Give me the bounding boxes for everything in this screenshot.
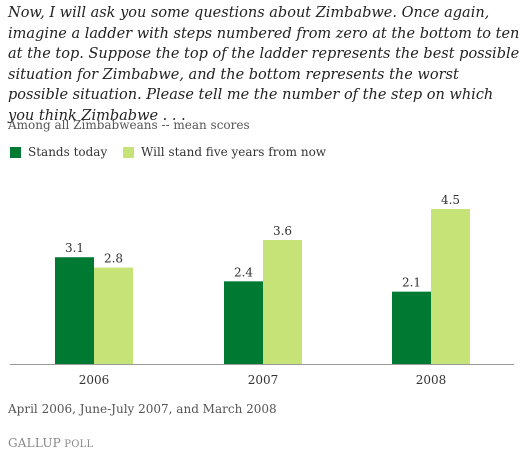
- data-label-2007-series-1: 2.4: [234, 265, 253, 279]
- data-label-2006-series-1: 3.1: [65, 241, 84, 255]
- legend-label-stands-today: Stands today: [28, 145, 108, 159]
- x-tick-label-2006: 2006: [79, 373, 110, 387]
- gallup-poll-logo: GALLUP POLL: [8, 436, 93, 450]
- bar-2006-series-1: [55, 257, 94, 364]
- data-label-2008-series-1: 2.1: [402, 276, 421, 290]
- x-tick-label-2007: 2007: [248, 373, 279, 387]
- data-label-2007-series-2: 3.6: [273, 224, 292, 238]
- footnote: April 2006, June-July 2007, and March 20…: [8, 402, 277, 416]
- legend-swatch-five-years: [123, 147, 134, 158]
- bar-2007-series-2: [263, 240, 302, 364]
- bar-chart: 3.1 2.8 2006 2.4 3.6 2007 2.1 4.5 2008: [10, 193, 514, 387]
- bar-2007-series-1: [224, 281, 263, 364]
- data-label-2006-series-2: 2.8: [104, 252, 123, 266]
- legend-swatch-stands-today: [10, 147, 21, 158]
- question-text: Now, I will ask you some questions about…: [8, 5, 520, 124]
- bar-2008-series-1: [392, 291, 431, 364]
- bar-2008-series-2: [431, 209, 470, 364]
- data-label-2008-series-2: 4.5: [441, 193, 460, 207]
- brand-part2: POLL: [60, 439, 94, 450]
- x-tick-label-2008: 2008: [416, 373, 447, 387]
- chart-subtitle: Among all Zimbabweans -- mean scores: [8, 118, 250, 132]
- bar-2006-series-2: [94, 267, 133, 364]
- legend-label-five-years: Will stand five years from now: [141, 145, 327, 159]
- brand-part1: GALLUP: [8, 436, 61, 450]
